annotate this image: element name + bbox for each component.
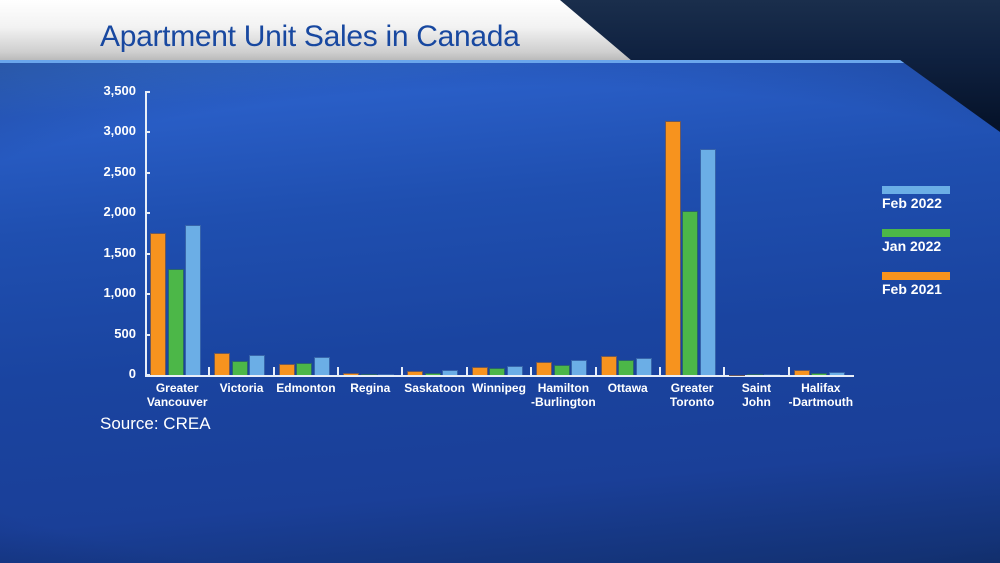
bar-feb-2021 — [278, 364, 295, 375]
x-tick-label: Greater Vancouver — [146, 381, 208, 409]
x-tick-mark — [208, 367, 211, 376]
bar-jan-2022 — [682, 210, 699, 375]
bar-feb-2022 — [764, 374, 781, 375]
bar-feb-2022 — [442, 370, 459, 375]
bar-feb-2022 — [506, 365, 523, 375]
x-tick-label: Ottawa — [607, 381, 648, 395]
bar-feb-2021 — [471, 367, 488, 375]
x-tick-mark — [272, 367, 275, 376]
bar-jan-2022 — [489, 368, 506, 375]
y-tick-mark — [145, 333, 150, 336]
y-tick-label: 2,000 — [103, 204, 136, 220]
x-tick-mark — [337, 367, 340, 376]
bar-feb-2022 — [699, 149, 716, 375]
bar-feb-2022 — [635, 358, 652, 375]
page-title: Apartment Unit Sales in Canada — [100, 20, 520, 53]
y-tick-label: 500 — [114, 325, 136, 341]
legend-label: Feb 2021 — [882, 281, 942, 297]
bar-feb-2022 — [571, 360, 588, 375]
bar-jan-2022 — [424, 372, 441, 375]
x-tick-label: Edmonton — [276, 381, 336, 395]
title-banner — [0, 0, 632, 61]
x-tick-label: Hamilton -Burlington — [531, 381, 596, 409]
bar-jan-2022 — [746, 374, 763, 375]
bar-feb-2022 — [185, 224, 201, 375]
bar-jan-2022 — [553, 364, 570, 375]
legend-label: Jan 2022 — [882, 238, 942, 254]
x-tick-label: Victoria — [219, 381, 264, 395]
y-tick-label: 2,500 — [103, 163, 136, 179]
source-note: Source: CREA — [100, 414, 211, 433]
bar-jan-2022 — [231, 361, 248, 375]
bar-jan-2022 — [296, 363, 313, 375]
x-tick-mark — [465, 367, 468, 376]
bar-feb-2021 — [536, 361, 553, 375]
x-tick-label: Saint John — [741, 381, 772, 409]
x-tick-label: Winnipeg — [472, 381, 526, 395]
bar-feb-2021 — [600, 355, 617, 375]
bar-feb-2022 — [828, 372, 845, 375]
x-tick-mark — [723, 367, 726, 376]
bar-jan-2022 — [618, 360, 635, 375]
bar-feb-2022 — [249, 354, 266, 375]
y-tick-mark — [145, 212, 150, 215]
y-tick-mark — [145, 293, 150, 296]
x-tick-mark — [594, 367, 597, 376]
bar-feb-2021 — [343, 373, 360, 375]
legend-label: Feb 2022 — [882, 195, 942, 211]
y-tick-mark — [145, 131, 150, 134]
y-tick-mark — [145, 91, 150, 93]
x-axis — [145, 375, 854, 377]
x-tick-mark — [530, 367, 533, 376]
bar-feb-2022 — [378, 373, 395, 375]
x-tick-label: Halifax -Dartmouth — [788, 381, 854, 409]
bar-feb-2021 — [150, 232, 166, 375]
legend-swatch — [882, 272, 950, 280]
y-tick-mark — [145, 252, 150, 255]
x-tick-mark — [658, 367, 661, 376]
panel-edge-highlight — [0, 60, 1000, 63]
y-tick-mark — [145, 374, 150, 376]
y-tick-label: 1,000 — [103, 285, 136, 301]
y-tick-label: 3,500 — [103, 83, 136, 98]
x-tick-label: Saskatoon — [404, 381, 465, 395]
y-tick-label: 3,000 — [103, 123, 136, 139]
bar-jan-2022 — [811, 372, 828, 375]
bar-feb-2021 — [793, 369, 810, 375]
x-tick-label: Greater Toronto — [669, 381, 715, 409]
bar-feb-2021 — [729, 375, 746, 376]
bar-jan-2022 — [360, 374, 377, 375]
bar-jan-2022 — [167, 268, 184, 375]
legend-swatch — [882, 229, 950, 237]
y-tick-label: 1,500 — [103, 244, 136, 260]
x-tick-mark — [787, 367, 790, 376]
bar-feb-2022 — [313, 356, 330, 375]
x-tick-mark — [401, 367, 404, 376]
bar-feb-2021 — [664, 120, 681, 375]
bar-feb-2021 — [214, 353, 231, 375]
bar-feb-2021 — [407, 370, 424, 375]
x-tick-label: Regina — [350, 381, 391, 395]
y-tick-label: 0 — [128, 366, 136, 381]
legend-swatch — [882, 186, 950, 194]
chart-panel — [0, 60, 1000, 563]
y-tick-mark — [145, 171, 150, 174]
y-axis — [145, 92, 147, 376]
